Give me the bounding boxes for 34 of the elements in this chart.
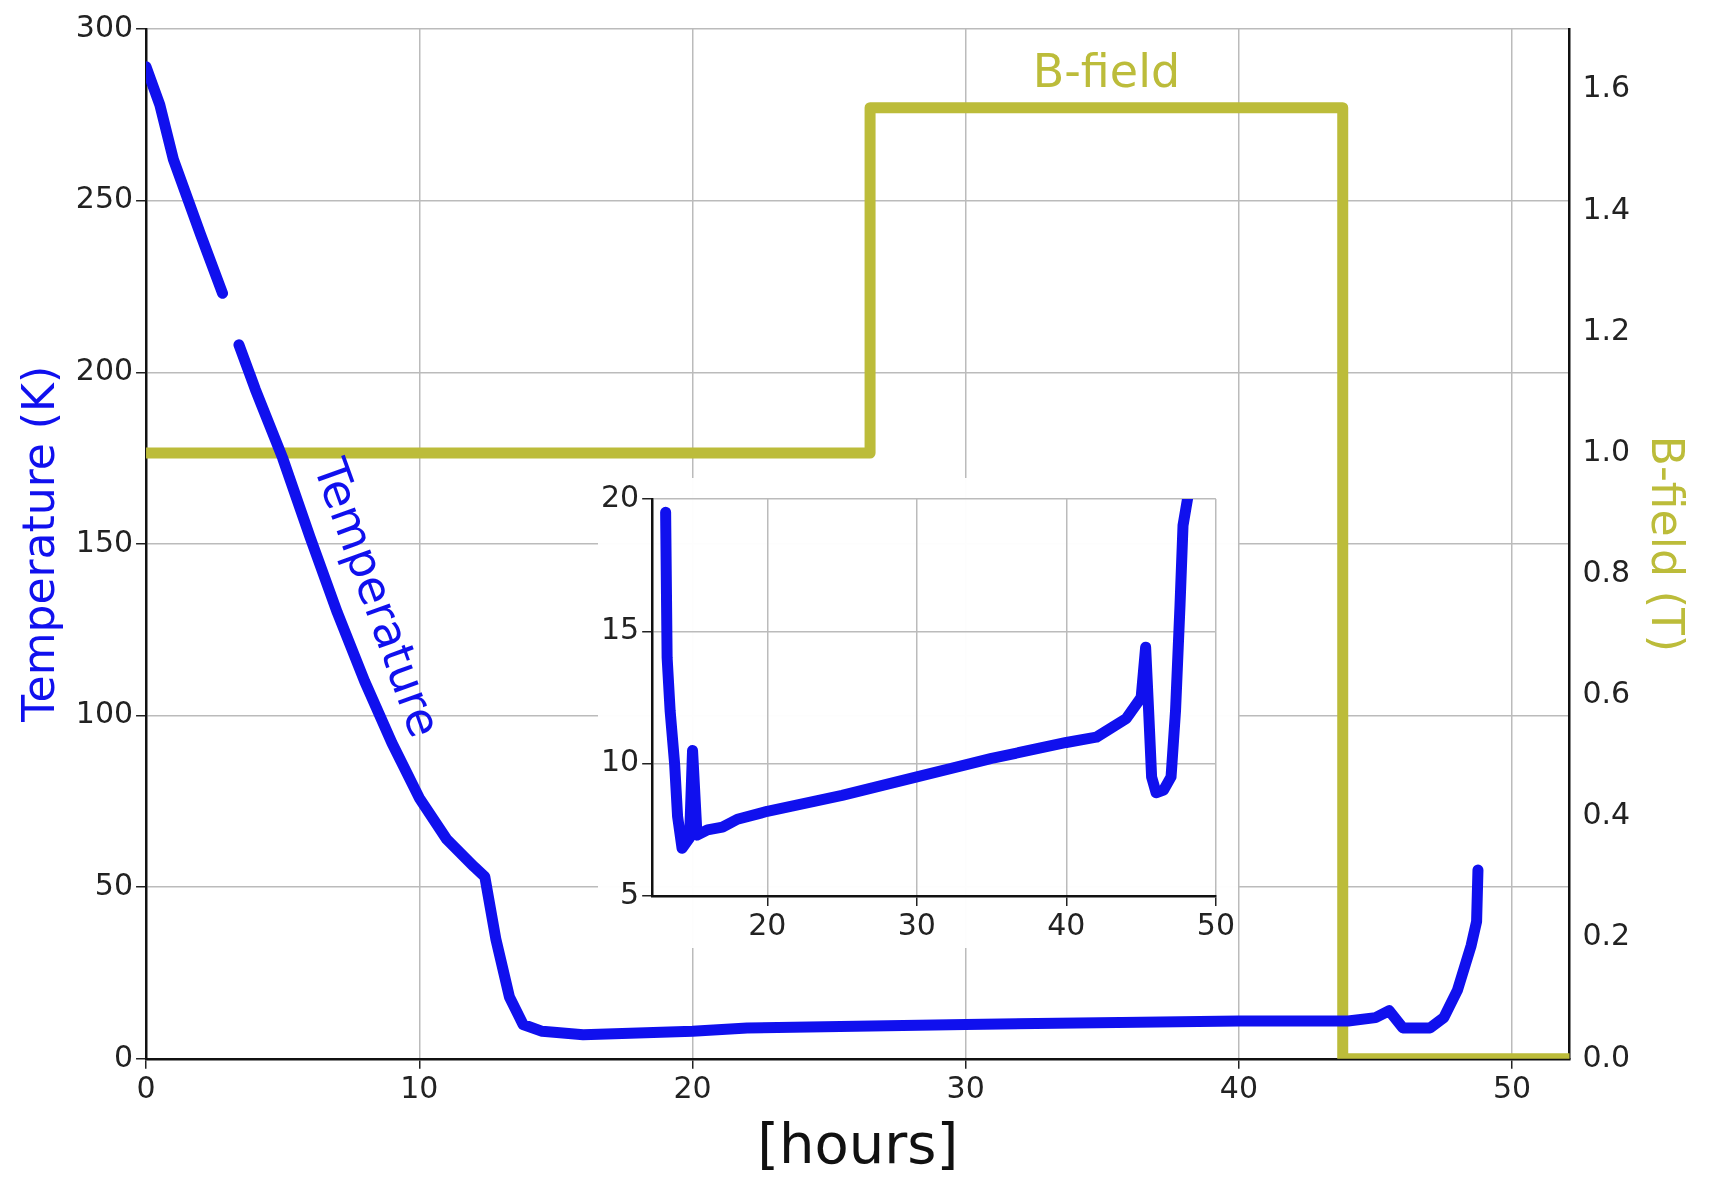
x-axis-title: [hours] xyxy=(757,1110,959,1176)
y2-tick-label: 0.4 xyxy=(1582,796,1631,832)
y2-tick-label: 1.4 xyxy=(1582,190,1631,226)
y-tick-label: 50 xyxy=(94,866,134,902)
x-tick-label: 0 xyxy=(136,1069,156,1105)
x-tick-label: 40 xyxy=(1047,906,1086,942)
y2-tick-label: 1.6 xyxy=(1582,69,1631,105)
y-tick-label: 100 xyxy=(75,695,134,731)
y2-tick-label: 0.2 xyxy=(1582,917,1631,953)
y-tick-label: 250 xyxy=(75,180,134,216)
y-tick-label: 5 xyxy=(620,875,640,911)
y-tick-label: 200 xyxy=(75,352,134,388)
x-tick-label: 10 xyxy=(400,1069,439,1105)
y2-tick-label: 0.6 xyxy=(1582,675,1631,711)
y2-axis-title: B-field (T) xyxy=(1642,435,1694,652)
x-tick-label: 20 xyxy=(673,1069,712,1105)
x-tick-label: 40 xyxy=(1219,1069,1258,1105)
y-tick-label: 15 xyxy=(600,611,640,647)
y-tick-label: 10 xyxy=(600,743,640,779)
x-tick-label: 50 xyxy=(1196,906,1236,942)
x-tick-label: 50 xyxy=(1493,1069,1532,1105)
y2-tick-label: 0.8 xyxy=(1582,553,1631,589)
y-axis-title: Temperature (K) xyxy=(12,365,64,723)
y-tick-label: 300 xyxy=(75,8,134,44)
y2-tick-label: 0.0 xyxy=(1582,1038,1631,1074)
series-label: B-field xyxy=(1032,43,1181,98)
x-tick-label: 30 xyxy=(897,906,936,942)
y-tick-label: 0 xyxy=(113,1038,134,1074)
y2-tick-label: 1.2 xyxy=(1582,311,1631,347)
y-tick-label: 20 xyxy=(600,478,640,514)
y2-tick-label: 1.0 xyxy=(1582,432,1631,468)
x-tick-label: 30 xyxy=(946,1069,985,1105)
y-tick-label: 150 xyxy=(75,523,134,559)
x-tick-label: 20 xyxy=(748,906,787,942)
